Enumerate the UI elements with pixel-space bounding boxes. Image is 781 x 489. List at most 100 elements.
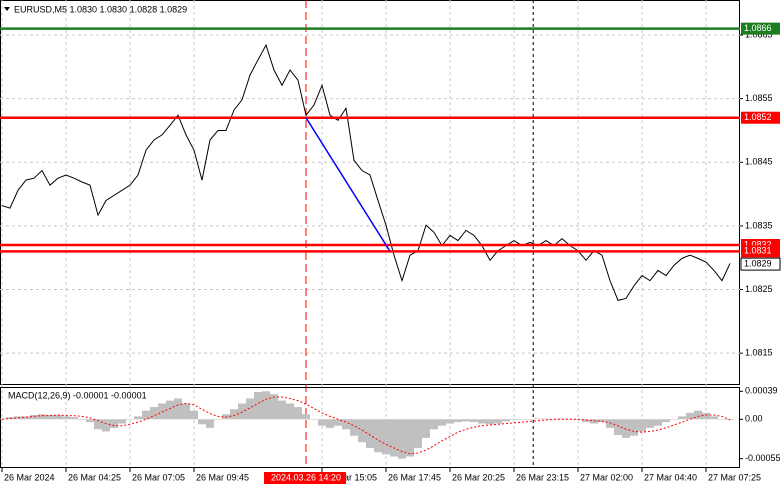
- histogram-bar: [582, 419, 590, 423]
- histogram-bar: [390, 419, 398, 457]
- y-tick-label: 0.00: [745, 414, 763, 424]
- histogram-bar: [518, 419, 526, 420]
- histogram-bar: [454, 419, 462, 423]
- histogram-bar: [70, 417, 78, 420]
- histogram-bar: [126, 419, 134, 420]
- histogram-bar: [238, 403, 246, 420]
- histogram-bar: [486, 419, 494, 425]
- level-label: 1.0866: [744, 23, 772, 33]
- histogram-bar: [78, 419, 86, 420]
- histogram-bar: [654, 419, 662, 426]
- histogram-bar: [38, 414, 46, 420]
- histogram-bar: [190, 410, 198, 420]
- histogram-bar: [62, 416, 70, 420]
- histogram-bar: [230, 409, 238, 420]
- level-label: 1.0852: [744, 112, 772, 122]
- histogram-bar: [254, 392, 262, 420]
- x-tick-label: 26 Mar 20:25: [452, 472, 505, 482]
- x-tick-label: 26 Mar 09:45: [196, 472, 249, 482]
- histogram-bar: [182, 403, 190, 420]
- histogram-bar: [702, 412, 710, 420]
- panel-frame: [0, 387, 740, 468]
- histogram-bar: [294, 407, 302, 420]
- marker-label-box: [264, 472, 346, 484]
- histogram-bar: [694, 410, 702, 420]
- histogram-bar: [542, 418, 550, 420]
- histogram-bar: [398, 419, 406, 459]
- histogram-bar: [206, 419, 214, 428]
- y-tick-label: 1.0825: [745, 284, 773, 294]
- histogram-bar: [414, 419, 422, 448]
- y-tick-label: 1.0835: [745, 220, 773, 230]
- histogram-bar: [334, 419, 342, 426]
- histogram-bar: [526, 419, 534, 420]
- histogram-bar: [494, 419, 502, 424]
- histogram-bar: [462, 419, 470, 422]
- level-label: 1.0832: [744, 239, 772, 249]
- histogram-bar: [718, 419, 726, 420]
- histogram-bar: [118, 419, 126, 424]
- y-tick-label: 1.0855: [745, 93, 773, 103]
- level-label: 1.0831: [744, 246, 772, 256]
- chart-title: EURUSD,M5 1.0830 1.0830 1.0828 1.0829: [14, 4, 187, 14]
- histogram-bar: [590, 419, 598, 424]
- y-tick-label: 1.0845: [745, 157, 773, 167]
- histogram-bar: [350, 419, 358, 436]
- histogram-bar: [102, 419, 110, 432]
- histogram-bar: [366, 419, 374, 448]
- histogram-bar: [678, 416, 686, 420]
- histogram-bar: [278, 400, 286, 420]
- level-label-box: [741, 245, 780, 258]
- histogram-bar: [342, 419, 350, 430]
- y-tick-label: -0.00055: [745, 453, 781, 463]
- histogram-bar: [174, 398, 182, 420]
- histogram-bar: [502, 419, 510, 422]
- histogram-bar: [142, 410, 150, 420]
- histogram-bar: [54, 414, 62, 420]
- histogram-bar: [22, 416, 30, 420]
- histogram-bar: [438, 419, 446, 426]
- histogram-bar: [246, 398, 254, 420]
- histogram-bar: [646, 419, 654, 428]
- histogram-bar: [710, 416, 718, 420]
- histogram-bar: [286, 403, 294, 420]
- histogram-bar: [30, 414, 38, 420]
- y-tick-label: 1.0815: [745, 348, 773, 358]
- histogram-bar: [430, 419, 438, 430]
- marker-label: 2024.03.26 14:20: [271, 472, 341, 482]
- histogram-bar: [630, 419, 638, 436]
- histogram-bar: [598, 419, 606, 423]
- histogram-bar: [614, 419, 622, 436]
- y-tick-label: 0.00039: [745, 386, 778, 396]
- trend-line: [305, 117, 391, 252]
- price-line: [1, 43, 731, 301]
- histogram-bar: [326, 419, 334, 428]
- histogram-bar: [166, 400, 174, 420]
- last-price-label: 1.0829: [744, 258, 772, 268]
- x-tick-label: 27 Mar 07:25: [708, 472, 761, 482]
- panel-frame: [0, 0, 740, 385]
- histogram-bar: [446, 419, 454, 424]
- histogram-bar: [478, 419, 486, 424]
- histogram-bar: [46, 414, 54, 420]
- histogram-bar: [110, 419, 118, 428]
- x-tick-label: 26 Mar 15:05: [324, 472, 377, 482]
- last-price-box: [740, 257, 781, 271]
- x-tick-label: 27 Mar 02:00: [580, 472, 633, 482]
- histogram-bar: [94, 419, 102, 430]
- histogram-bar: [510, 419, 518, 420]
- histogram-bar: [150, 407, 158, 420]
- histogram-bar: [302, 414, 310, 420]
- level-label-box: [741, 111, 780, 124]
- histogram-bar: [382, 419, 390, 455]
- histogram-bar: [534, 418, 542, 420]
- x-tick-label: 26 Mar 23:15: [516, 472, 569, 482]
- histogram-bar: [318, 419, 326, 426]
- x-tick-label: 26 Mar 07:05: [132, 472, 185, 482]
- histogram-bar: [374, 419, 382, 453]
- histogram-bar: [134, 416, 142, 420]
- histogram-bar: [686, 412, 694, 420]
- histogram-bar: [606, 419, 614, 428]
